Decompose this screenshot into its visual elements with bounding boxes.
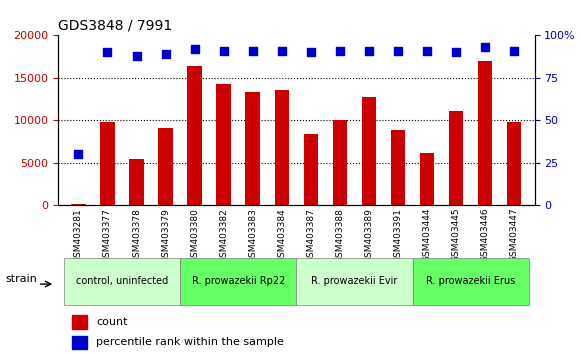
Text: strain: strain [6,274,38,284]
FancyBboxPatch shape [413,258,529,305]
Bar [71,204,86,205]
Text: GSM403387: GSM403387 [306,208,315,263]
Text: GSM403446: GSM403446 [480,208,490,262]
Text: GSM403281: GSM403281 [74,208,83,263]
Text: GSM403379: GSM403379 [161,208,170,263]
FancyBboxPatch shape [296,258,413,305]
Bar [73,336,87,349]
Point [510,48,519,53]
Point [132,53,141,59]
Point [422,48,432,53]
Text: GSM403445: GSM403445 [451,208,461,262]
Point [248,48,257,53]
Bar [303,134,318,205]
Text: GSM403384: GSM403384 [277,208,286,263]
Bar [361,97,376,205]
Bar [478,61,493,205]
Text: GSM403377: GSM403377 [103,208,112,263]
Text: R. prowazekii Rp22: R. prowazekii Rp22 [192,276,285,286]
Bar [332,120,347,205]
Point [277,48,286,53]
Point [451,50,461,55]
Text: R. prowazekii Evir: R. prowazekii Evir [311,276,397,286]
Point [74,152,83,157]
Bar [420,153,435,205]
Bar [158,128,173,205]
Point [161,51,170,57]
Point [190,46,199,52]
Text: GSM403391: GSM403391 [393,208,403,263]
Text: percentile rank within the sample: percentile rank within the sample [96,337,284,348]
Bar [391,130,406,205]
Point [306,50,315,55]
Point [219,48,228,53]
Text: GSM403389: GSM403389 [364,208,374,263]
Point [103,50,112,55]
Text: GSM403388: GSM403388 [335,208,345,263]
Text: GSM403378: GSM403378 [132,208,141,263]
Text: control, uninfected: control, uninfected [76,276,168,286]
Point [480,45,490,50]
Text: count: count [96,317,128,327]
Text: GSM403380: GSM403380 [190,208,199,263]
Bar [130,159,144,205]
Text: GDS3848 / 7991: GDS3848 / 7991 [58,19,173,33]
FancyBboxPatch shape [64,258,180,305]
Bar [100,122,115,205]
Bar [217,84,231,205]
Point [364,48,374,53]
Text: GSM403444: GSM403444 [422,208,432,262]
Bar [449,111,464,205]
Text: GSM403382: GSM403382 [219,208,228,263]
Text: GSM403383: GSM403383 [248,208,257,263]
Bar [275,90,289,205]
Point [335,48,345,53]
Bar [73,315,87,329]
Text: GSM403447: GSM403447 [510,208,519,262]
Text: R. prowazekii Erus: R. prowazekii Erus [426,276,515,286]
Bar [245,92,260,205]
Bar [507,122,522,205]
Point [393,48,403,53]
FancyBboxPatch shape [180,258,296,305]
Bar [187,66,202,205]
